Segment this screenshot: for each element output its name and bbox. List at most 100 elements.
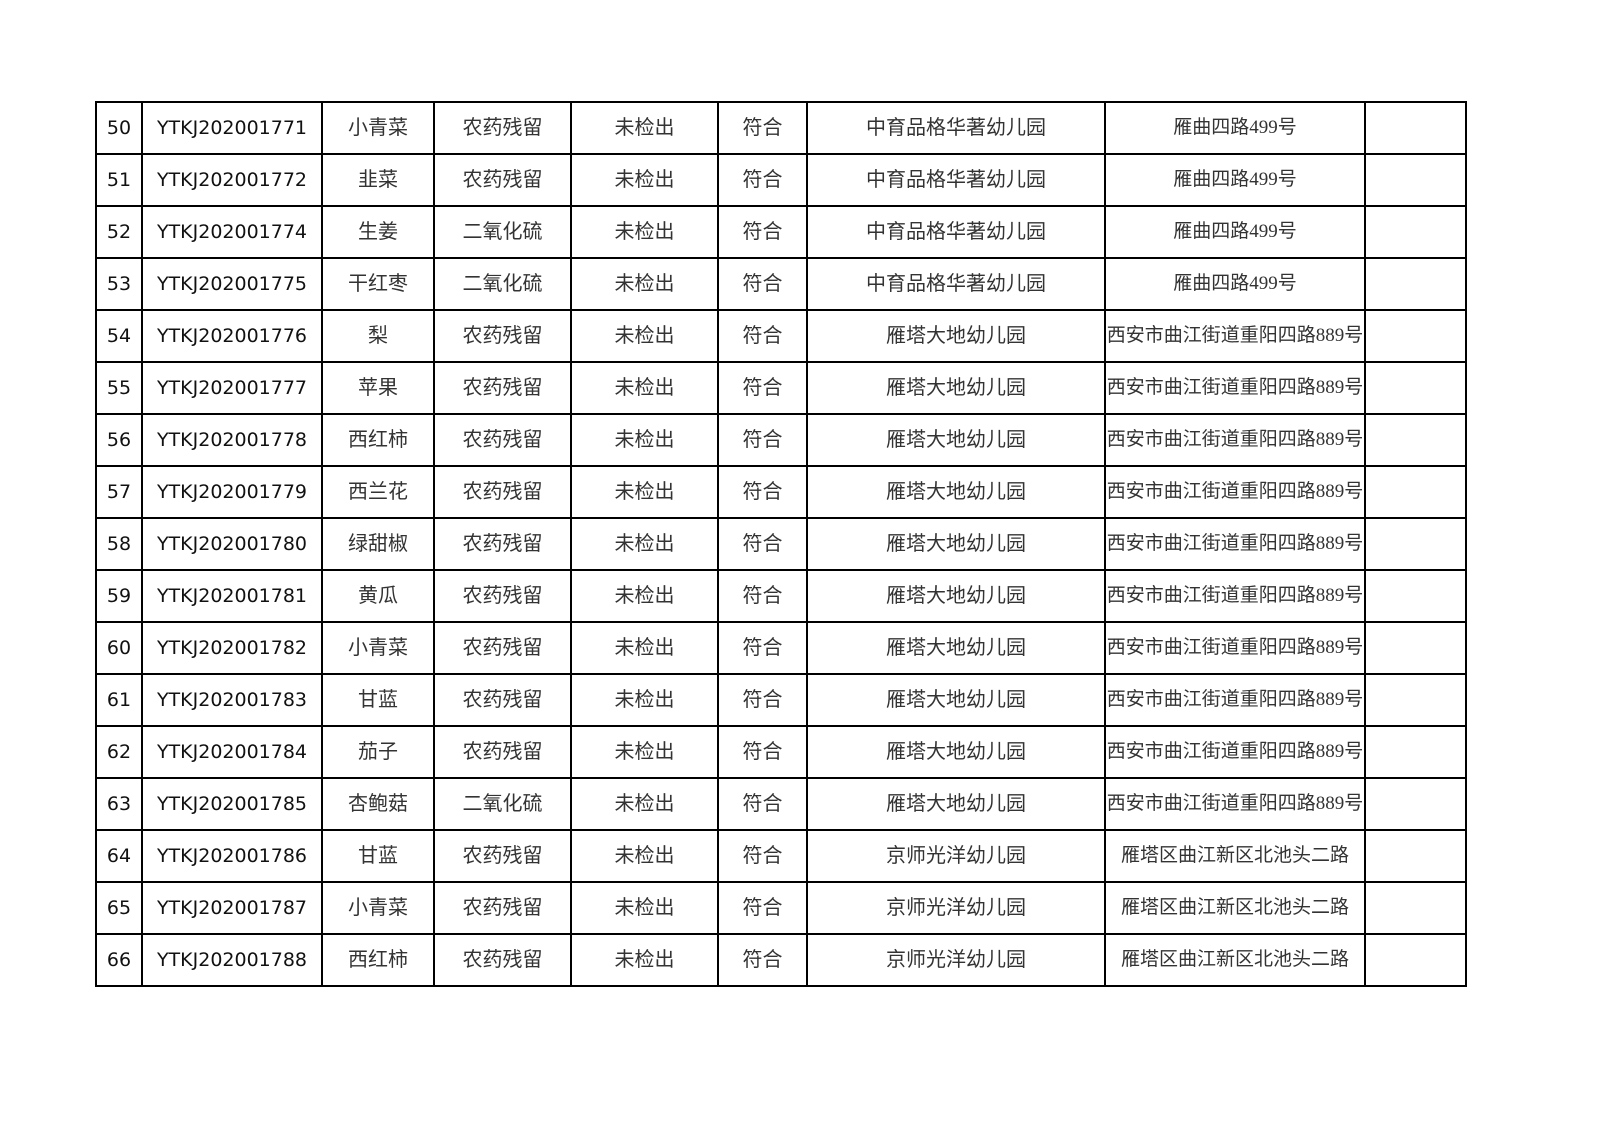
cell-row-number: 59 [95,569,143,623]
cell-remark [1364,621,1467,675]
cell-sample-code: YTKJ202001783 [141,673,323,727]
cell-sampled-unit: 京师光洋幼儿园 [806,829,1106,883]
cell-test-item: 农药残留 [433,309,572,363]
cell-sample-code: YTKJ202001771 [141,101,323,155]
inspection-results-table: 50 YTKJ202001771 小青菜 农药残留 未检出 符合 中育品格华著幼儿园 雁曲四路… [95,101,1467,987]
table-row: 61 YTKJ202001783 甘蓝 农药残留 未检出 符合 雁塔大地幼儿园 西安市曲江街道… [95,673,1467,727]
cell-unit-address: 雁曲四路499号 [1104,101,1366,155]
cell-row-number: 56 [95,413,143,467]
table-row: 63 YTKJ202001785 杏鲍菇 二氧化硫 未检出 符合 雁塔大地幼儿园 西安市曲江街… [95,777,1467,831]
cell-test-item: 二氧化硫 [433,257,572,311]
cell-sample-name: 杏鲍菇 [321,777,435,831]
cell-sampled-unit: 雁塔大地幼儿园 [806,725,1106,779]
cell-remark [1364,933,1467,987]
cell-test-result: 未检出 [570,777,719,831]
cell-verdict: 符合 [717,101,808,155]
cell-sampled-unit: 雁塔大地幼儿园 [806,777,1106,831]
cell-sample-code: YTKJ202001787 [141,881,323,935]
table-row: 59 YTKJ202001781 黄瓜 农药残留 未检出 符合 雁塔大地幼儿园 西安市曲江街道… [95,569,1467,623]
cell-verdict: 符合 [717,621,808,675]
cell-unit-address: 雁塔区曲江新区北池头二路 [1104,881,1366,935]
cell-sampled-unit: 京师光洋幼儿园 [806,881,1106,935]
cell-row-number: 53 [95,257,143,311]
cell-remark [1364,361,1467,415]
cell-unit-address: 西安市曲江街道重阳四路889号 [1104,777,1366,831]
table-row: 56 YTKJ202001778 西红柿 农药残留 未检出 符合 雁塔大地幼儿园 西安市曲江街… [95,413,1467,467]
cell-remark [1364,153,1467,207]
table-row: 50 YTKJ202001771 小青菜 农药残留 未检出 符合 中育品格华著幼儿园 雁曲四路… [95,101,1467,155]
cell-test-item: 农药残留 [433,569,572,623]
cell-sample-name: 绿甜椒 [321,517,435,571]
cell-sampled-unit: 雁塔大地幼儿园 [806,517,1106,571]
cell-test-item: 农药残留 [433,153,572,207]
cell-sampled-unit: 中育品格华著幼儿园 [806,153,1106,207]
cell-sampled-unit: 雁塔大地幼儿园 [806,569,1106,623]
cell-remark [1364,777,1467,831]
cell-test-result: 未检出 [570,829,719,883]
cell-sample-name: 西红柿 [321,413,435,467]
cell-sample-name: 黄瓜 [321,569,435,623]
cell-remark [1364,465,1467,519]
cell-test-result: 未检出 [570,205,719,259]
cell-test-result: 未检出 [570,361,719,415]
cell-test-result: 未检出 [570,725,719,779]
cell-unit-address: 西安市曲江街道重阳四路889号 [1104,309,1366,363]
cell-test-item: 农药残留 [433,829,572,883]
cell-sampled-unit: 京师光洋幼儿园 [806,933,1106,987]
cell-sample-code: YTKJ202001782 [141,621,323,675]
cell-remark [1364,309,1467,363]
cell-row-number: 54 [95,309,143,363]
cell-unit-address: 雁曲四路499号 [1104,153,1366,207]
cell-verdict: 符合 [717,881,808,935]
cell-sample-code: YTKJ202001788 [141,933,323,987]
cell-test-result: 未检出 [570,621,719,675]
cell-sample-name: 梨 [321,309,435,363]
cell-unit-address: 雁曲四路499号 [1104,257,1366,311]
cell-sample-code: YTKJ202001776 [141,309,323,363]
cell-sample-name: 干红枣 [321,257,435,311]
table-row: 57 YTKJ202001779 西兰花 农药残留 未检出 符合 雁塔大地幼儿园 西安市曲江街… [95,465,1467,519]
cell-row-number: 57 [95,465,143,519]
cell-row-number: 65 [95,881,143,935]
table-row: 64 YTKJ202001786 甘蓝 农药残留 未检出 符合 京师光洋幼儿园 雁塔区曲江新区… [95,829,1467,883]
cell-sample-code: YTKJ202001785 [141,777,323,831]
cell-sample-code: YTKJ202001779 [141,465,323,519]
cell-unit-address: 西安市曲江街道重阳四路889号 [1104,673,1366,727]
cell-test-result: 未检出 [570,101,719,155]
cell-remark [1364,881,1467,935]
cell-sample-name: 小青菜 [321,881,435,935]
cell-remark [1364,413,1467,467]
table-row: 60 YTKJ202001782 小青菜 农药残留 未检出 符合 雁塔大地幼儿园 西安市曲江街… [95,621,1467,675]
cell-remark [1364,257,1467,311]
cell-sample-code: YTKJ202001786 [141,829,323,883]
cell-row-number: 64 [95,829,143,883]
cell-sample-code: YTKJ202001774 [141,205,323,259]
cell-verdict: 符合 [717,517,808,571]
cell-verdict: 符合 [717,933,808,987]
cell-verdict: 符合 [717,153,808,207]
cell-test-result: 未检出 [570,881,719,935]
table-row: 52 YTKJ202001774 生姜 二氧化硫 未检出 符合 中育品格华著幼儿园 雁曲四路4… [95,205,1467,259]
cell-sample-name: 韭菜 [321,153,435,207]
cell-sample-code: YTKJ202001777 [141,361,323,415]
cell-test-item: 农药残留 [433,673,572,727]
cell-sampled-unit: 雁塔大地幼儿园 [806,621,1106,675]
cell-test-item: 二氧化硫 [433,205,572,259]
cell-unit-address: 西安市曲江街道重阳四路889号 [1104,413,1366,467]
cell-sampled-unit: 中育品格华著幼儿园 [806,205,1106,259]
cell-sampled-unit: 中育品格华著幼儿园 [806,101,1106,155]
cell-test-item: 农药残留 [433,933,572,987]
cell-test-result: 未检出 [570,465,719,519]
cell-row-number: 61 [95,673,143,727]
cell-test-result: 未检出 [570,673,719,727]
cell-verdict: 符合 [717,569,808,623]
cell-remark [1364,517,1467,571]
table-row: 65 YTKJ202001787 小青菜 农药残留 未检出 符合 京师光洋幼儿园 雁塔区曲江新… [95,881,1467,935]
cell-unit-address: 雁塔区曲江新区北池头二路 [1104,829,1366,883]
cell-unit-address: 西安市曲江街道重阳四路889号 [1104,569,1366,623]
cell-sample-name: 苹果 [321,361,435,415]
cell-sample-code: YTKJ202001778 [141,413,323,467]
cell-test-result: 未检出 [570,413,719,467]
cell-unit-address: 西安市曲江街道重阳四路889号 [1104,725,1366,779]
cell-test-item: 农药残留 [433,517,572,571]
